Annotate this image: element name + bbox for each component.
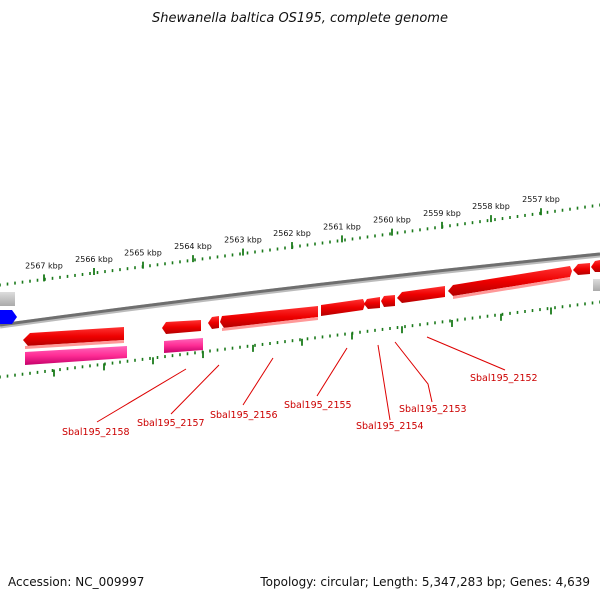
kbp-tick-label: 2566 kbp xyxy=(75,255,113,264)
callout-2158 xyxy=(96,368,187,423)
genome-summary-text: Topology: circular; Length: 5,347,283 bp… xyxy=(260,575,590,589)
callout-2152 xyxy=(426,336,506,371)
kbp-tick-label: 2563 kbp xyxy=(224,236,262,245)
gene-label-2153[interactable]: Sbal195_2153 xyxy=(399,404,467,415)
gene-label-2155[interactable]: Sbal195_2155 xyxy=(284,400,352,411)
gene-arrow-fwd-2[interactable] xyxy=(321,299,365,316)
kbp-tick-label: 2558 kbp xyxy=(472,202,510,211)
gene-grey-left[interactable] xyxy=(0,292,15,306)
gene-blue-left[interactable] xyxy=(0,310,17,324)
genome-backbone-line xyxy=(0,252,600,327)
gene-callouts xyxy=(96,336,506,423)
kbp-tick-label: 2564 kbp xyxy=(174,242,212,251)
kbp-tick-label: 2557 kbp xyxy=(522,195,560,204)
kbp-scale xyxy=(0,203,600,287)
gene-label-2158[interactable]: Sbal195_2158 xyxy=(62,427,130,438)
callout-2157 xyxy=(170,364,220,415)
gene-label-2156[interactable]: Sbal195_2156 xyxy=(210,410,278,421)
gene-labels: Sbal195_2158 Sbal195_2157 Sbal195_2156 S… xyxy=(62,373,538,438)
gene-arrow-fwd-1[interactable] xyxy=(220,306,318,328)
gene-rna-2158[interactable] xyxy=(25,346,127,365)
gene-arrow-fwd-6[interactable] xyxy=(448,266,572,296)
map-title: Shewanella baltica OS195, complete genom… xyxy=(152,11,448,26)
callout-2155 xyxy=(316,347,348,397)
gene-arrow-fwd-3[interactable] xyxy=(364,297,380,309)
gene-arrow-fwd-7[interactable] xyxy=(573,263,590,275)
kbp-tick-label: 2562 kbp xyxy=(273,229,311,238)
kbp-tick-label: 2567 kbp xyxy=(25,261,63,270)
inner-scale xyxy=(0,300,600,379)
left-strand-genes xyxy=(0,292,219,365)
kbp-scale-labels: 2567 kbp 2566 kbp 2565 kbp 2564 kbp 2563 kbp… xyxy=(25,195,560,270)
gene-arrow-rev-2158[interactable] xyxy=(23,327,124,346)
gene-grey-edge-top[interactable] xyxy=(593,279,600,291)
gene-label-2157[interactable]: Sbal195_2157 xyxy=(137,418,205,429)
gene-label-2154[interactable]: Sbal195_2154 xyxy=(356,421,424,432)
gene-shadow-fwd-6 xyxy=(453,277,570,299)
kbp-tick-label: 2561 kbp xyxy=(323,222,361,231)
gene-arrow-fwd-4[interactable] xyxy=(381,295,395,307)
gene-arrow-rev-2157[interactable] xyxy=(162,320,201,334)
callout-2154 xyxy=(377,344,391,421)
kbp-tick-label: 2565 kbp xyxy=(124,249,162,258)
forward-strand-genes xyxy=(220,260,600,331)
gene-rna-2157[interactable] xyxy=(164,338,203,353)
gene-shadow-rev-2158 xyxy=(25,340,124,349)
gene-arrow-rev-small[interactable] xyxy=(208,316,219,329)
callout-2156 xyxy=(242,357,274,406)
gene-shadow-fwd-1 xyxy=(222,317,318,331)
callout-2153 xyxy=(394,341,433,403)
gene-label-2152[interactable]: Sbal195_2152 xyxy=(470,373,538,384)
kbp-tick-label: 2559 kbp xyxy=(423,209,461,218)
gene-arrow-fwd-8[interactable] xyxy=(591,260,600,272)
kbp-tick-label: 2560 kbp xyxy=(373,216,411,225)
accession-text: Accession: NC_009997 xyxy=(8,575,145,589)
gene-arrow-fwd-5[interactable] xyxy=(397,286,445,303)
